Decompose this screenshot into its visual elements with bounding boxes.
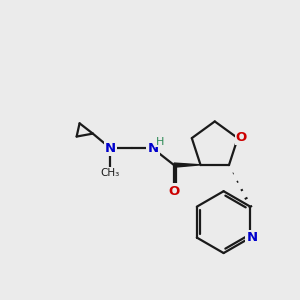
Polygon shape (174, 163, 201, 167)
Text: O: O (169, 184, 180, 197)
Text: O: O (236, 131, 247, 144)
Text: N: N (246, 231, 257, 244)
Text: H: H (156, 136, 164, 147)
Text: N: N (147, 142, 158, 155)
Text: N: N (105, 142, 116, 155)
Text: CH₃: CH₃ (101, 168, 120, 178)
